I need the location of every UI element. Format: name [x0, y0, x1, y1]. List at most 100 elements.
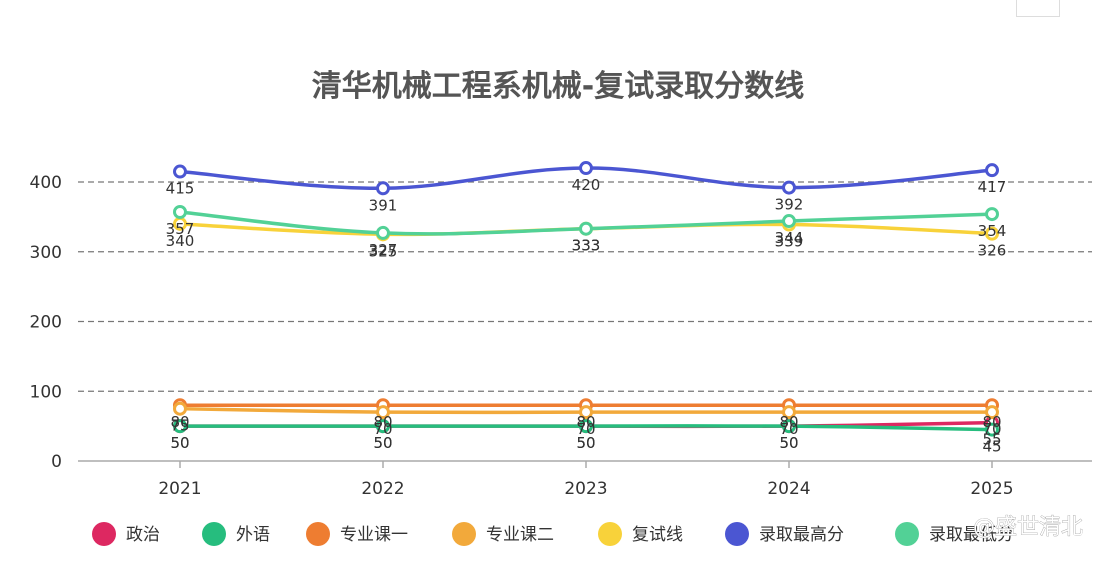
series-1 [173, 419, 999, 437]
legend-label: 复试线 [632, 525, 683, 545]
legend-marker [202, 522, 226, 546]
data-point[interactable] [782, 405, 796, 420]
data-label: 391 [369, 196, 398, 214]
corner-frame [1016, 0, 1060, 17]
data-point[interactable] [376, 225, 390, 240]
data-label: 50 [373, 434, 392, 452]
data-label: 339 [775, 233, 804, 251]
y-axis: 0 100 200 300 400 [30, 173, 62, 472]
data-point[interactable] [985, 405, 999, 420]
data-label: 50 [576, 434, 595, 452]
data-label: 80 [982, 413, 1001, 431]
legend-marker [92, 522, 116, 546]
data-label: 80 [576, 413, 595, 431]
data-label: 420 [572, 176, 601, 194]
data-label: 80 [373, 413, 392, 431]
legend-item[interactable]: 录取最高分 [725, 522, 844, 546]
data-point[interactable] [782, 214, 796, 229]
data-label: 45 [982, 438, 1001, 456]
data-point[interactable] [985, 163, 999, 178]
data-label: 333 [572, 237, 601, 255]
data-point[interactable] [376, 181, 390, 196]
legend-label: 录取最低分 [929, 525, 1014, 545]
data-point[interactable] [173, 401, 187, 416]
data-point[interactable] [376, 405, 390, 420]
chart-title: 清华机械工程系机械-复试录取分数线 [312, 69, 804, 104]
data-point[interactable] [782, 180, 796, 195]
data-point[interactable] [985, 226, 999, 241]
data-label: 70 [982, 420, 1001, 438]
data-label: 70 [576, 420, 595, 438]
y-tick-label: 100 [30, 382, 62, 402]
legend-marker [895, 522, 919, 546]
legend-item[interactable]: 专业课一 [306, 522, 408, 546]
watermark: @盛世清北 [973, 515, 1083, 540]
x-tick-label: 2022 [361, 479, 404, 499]
legend-marker [598, 522, 622, 546]
legend-item[interactable]: 专业课二 [452, 522, 554, 546]
legend-label: 专业课一 [340, 525, 408, 545]
legend-item[interactable]: 政治 [92, 522, 160, 546]
series-5 [173, 161, 999, 196]
legend-item[interactable]: 外语 [202, 522, 270, 546]
data-label: 70 [373, 420, 392, 438]
data-point[interactable] [173, 419, 187, 434]
x-tick-label: 2025 [970, 479, 1013, 499]
data-label: 75 [170, 417, 189, 435]
data-point[interactable] [579, 161, 593, 176]
gridlines [78, 181, 1092, 392]
data-label: 327 [369, 241, 398, 259]
data-point[interactable] [579, 405, 593, 420]
data-label: 80 [779, 413, 798, 431]
data-label: 417 [978, 178, 1007, 196]
series-6 [173, 204, 999, 240]
x-tick-label: 2021 [158, 479, 201, 499]
data-label: 357 [166, 220, 195, 238]
legend-item[interactable]: 复试线 [598, 522, 683, 546]
data-label: 325 [369, 242, 398, 260]
data-label: 354 [978, 222, 1007, 240]
data-label: 70 [779, 420, 798, 438]
legend-item[interactable]: 录取最低分 [895, 522, 1014, 546]
legend-label: 外语 [236, 525, 270, 545]
series-layer [173, 161, 999, 437]
x-tick-label: 2023 [564, 479, 607, 499]
legend-marker [725, 522, 749, 546]
data-label: 415 [166, 180, 195, 198]
data-label: 333 [572, 237, 601, 255]
y-tick-label: 0 [51, 452, 62, 472]
x-tick-label: 2024 [767, 479, 810, 499]
data-point[interactable] [985, 207, 999, 222]
data-label: 50 [576, 434, 595, 452]
data-label: 50 [373, 434, 392, 452]
data-label: 50 [170, 434, 189, 452]
y-tick-label: 300 [30, 243, 62, 263]
series-3 [173, 401, 999, 420]
legend-marker [452, 522, 476, 546]
data-label: 326 [978, 242, 1007, 260]
y-tick-label: 400 [30, 173, 62, 193]
data-point[interactable] [985, 422, 999, 437]
legend[interactable]: 政治 外语 专业课一 专业课二 复试线 录取最高分 录取最低分 [92, 522, 1014, 546]
data-label: 50 [779, 434, 798, 452]
data-label: 55 [982, 431, 1001, 449]
legend-label: 政治 [126, 525, 160, 545]
data-label: 50 [779, 434, 798, 452]
legend-label: 专业课二 [486, 525, 554, 545]
legend-label: 录取最高分 [759, 525, 844, 545]
data-point[interactable] [579, 419, 593, 434]
data-point[interactable] [376, 419, 390, 434]
x-axis: 2021 2022 2023 2024 2025 [78, 460, 1092, 499]
data-label: 80 [170, 413, 189, 431]
data-point[interactable] [782, 419, 796, 434]
data-label: 344 [775, 229, 804, 247]
data-point[interactable] [579, 221, 593, 236]
y-tick-label: 200 [30, 313, 62, 333]
data-point[interactable] [173, 164, 187, 179]
data-point[interactable] [173, 204, 187, 219]
data-label: 50 [170, 434, 189, 452]
data-label: 392 [775, 196, 804, 214]
data-label: 340 [166, 232, 195, 250]
